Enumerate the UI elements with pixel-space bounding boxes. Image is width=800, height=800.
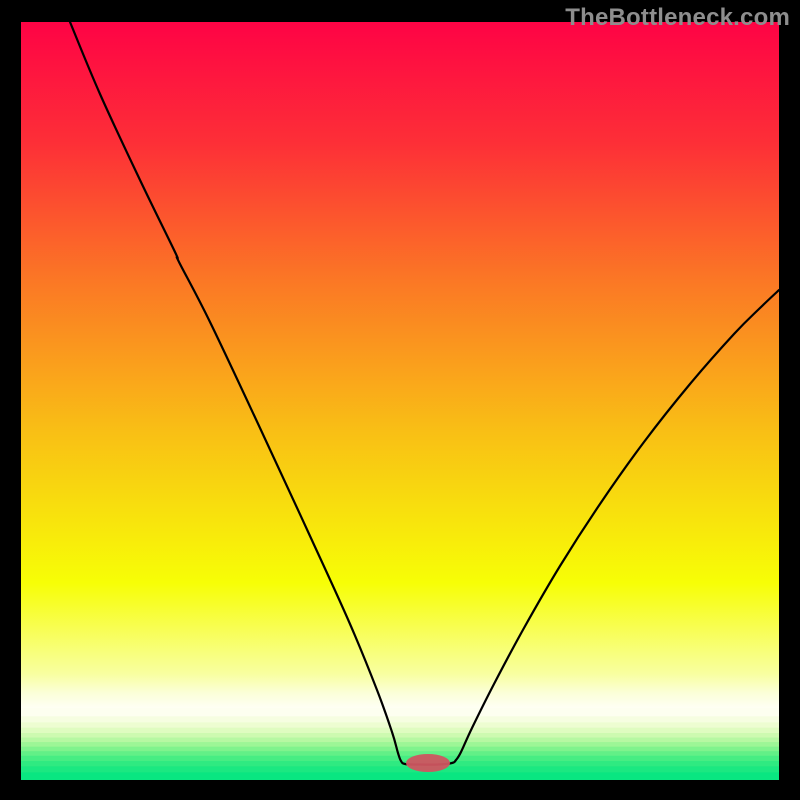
bottleneck-chart (0, 0, 800, 800)
watermark-text: TheBottleneck.com (565, 4, 790, 32)
green-bands (21, 708, 779, 781)
plot-background (21, 22, 779, 781)
figure-root: TheBottleneck.com (0, 0, 800, 800)
gradient-fill (21, 22, 779, 780)
optimal-marker (406, 754, 450, 772)
